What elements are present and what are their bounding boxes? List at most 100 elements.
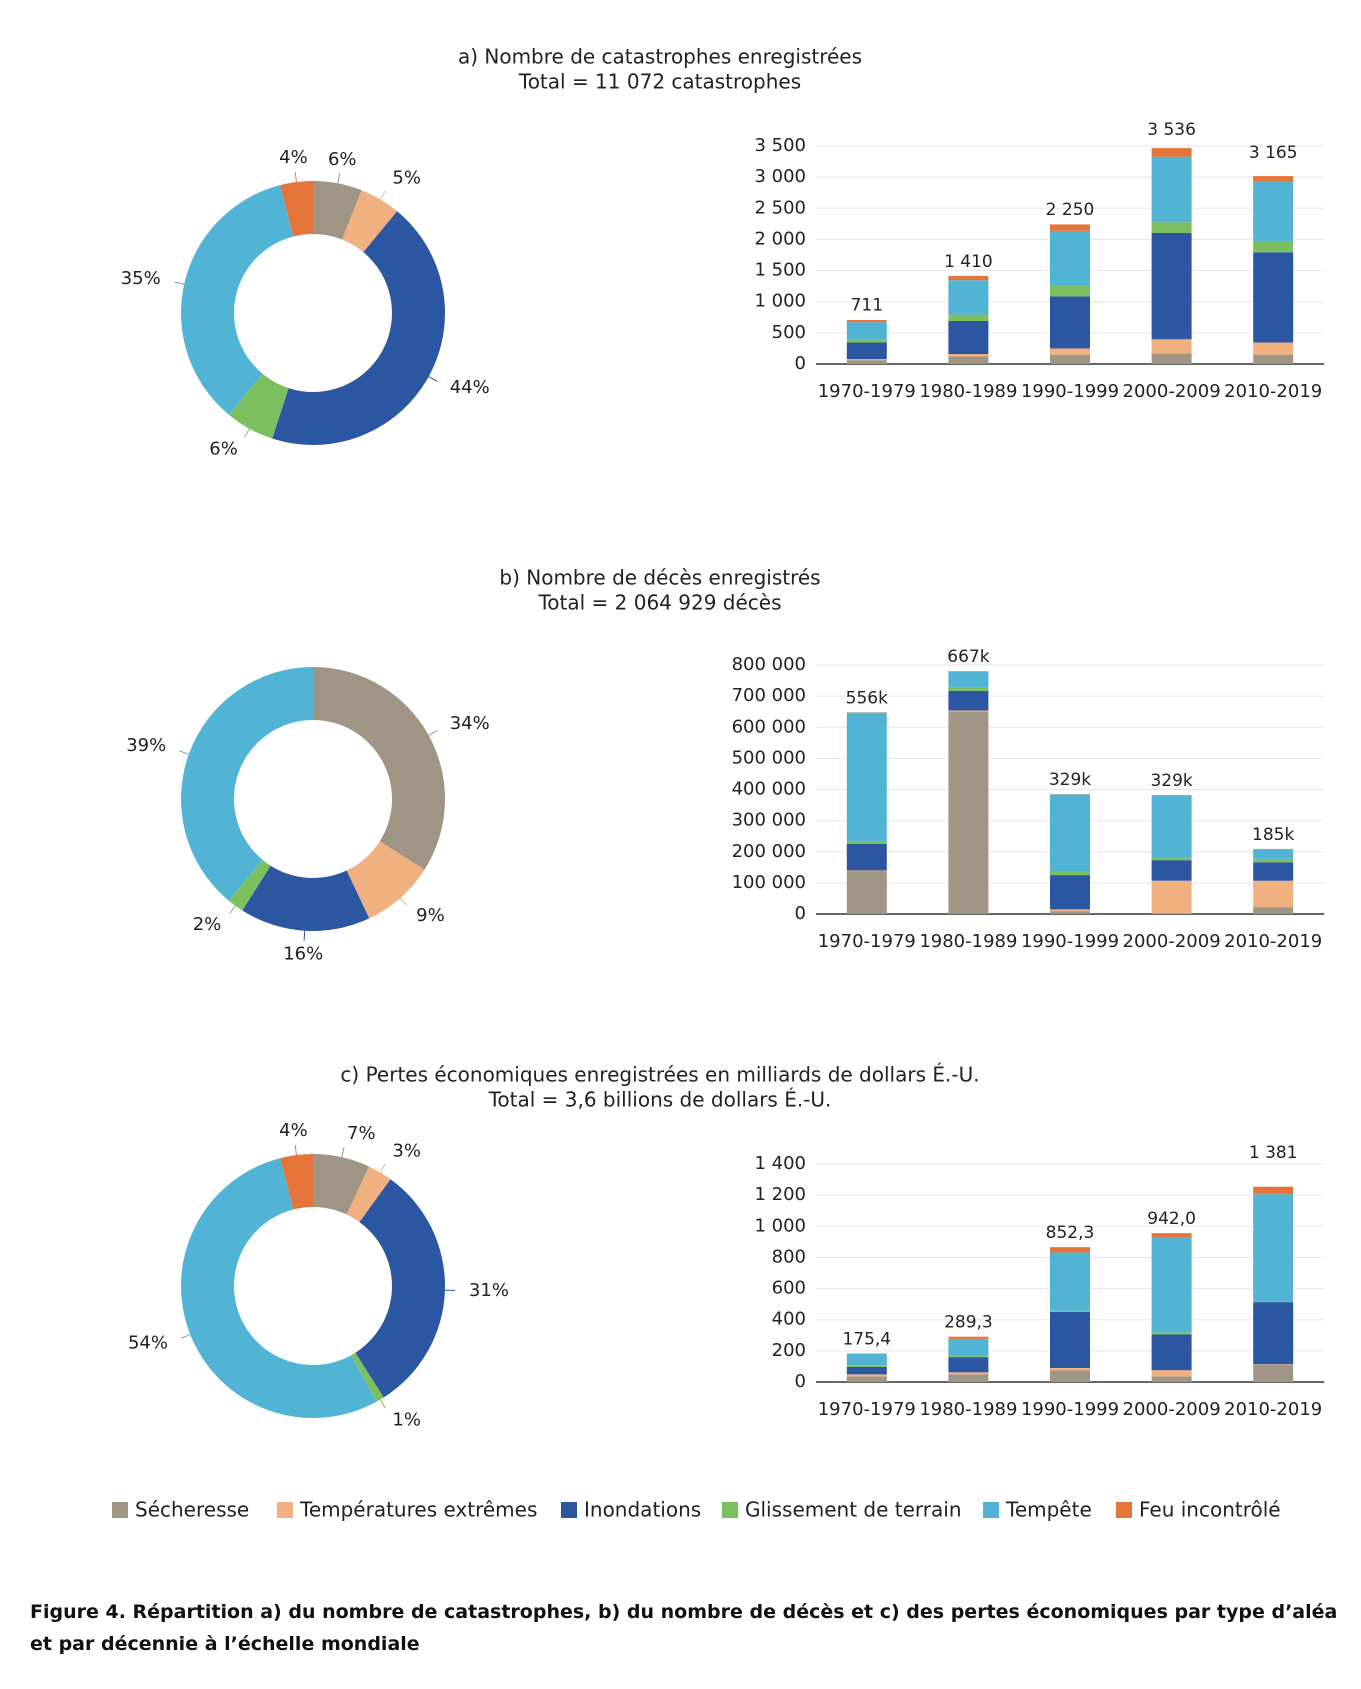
donut-segment xyxy=(242,865,370,931)
legend-label: Inondations xyxy=(584,1498,701,1522)
data-label: 44% xyxy=(450,377,490,398)
donut-segment xyxy=(313,181,362,240)
leader-line xyxy=(174,281,185,285)
total-label: 3 536 xyxy=(1147,120,1196,140)
total-label: 1 410 xyxy=(944,252,993,272)
donut-segment xyxy=(181,185,294,415)
bar-segment xyxy=(948,671,989,688)
bar-segment xyxy=(1253,880,1294,908)
bar-segment xyxy=(846,712,887,841)
data-label: 3% xyxy=(392,1141,421,1162)
bar-segment xyxy=(1151,148,1192,157)
bar-segment xyxy=(1050,871,1090,876)
figure: a) Nombre de catastrophes enregistrées To… xyxy=(112,45,1324,1522)
bar-segment xyxy=(846,1374,887,1377)
chart-subtitle: Total = 2 064 929 décès xyxy=(537,591,781,615)
y-tick-label: 500 000 xyxy=(732,747,806,768)
y-tick-label: 1 000 xyxy=(754,291,806,312)
chart-title: a) Nombre de catastrophes enregistrées xyxy=(458,45,862,69)
bar-segment xyxy=(846,342,887,360)
x-tick-label: 1990-1999 xyxy=(1021,1399,1119,1420)
donut-segment xyxy=(181,1158,377,1418)
legend-label: Températures extrêmes xyxy=(299,1498,537,1522)
leader-line xyxy=(294,172,297,183)
bar-segment xyxy=(948,314,989,322)
bar-segment xyxy=(948,356,989,364)
y-tick-label: 800 000 xyxy=(732,654,806,675)
y-tick-label: 200 xyxy=(772,1340,806,1361)
chart-title: b) Nombre de décès enregistrés xyxy=(499,566,820,590)
donut-segment xyxy=(346,841,425,919)
y-tick-label: 3 500 xyxy=(754,135,806,156)
bar-segment xyxy=(1151,880,1192,914)
y-tick-label: 500 xyxy=(772,322,806,343)
y-tick-label: 3 000 xyxy=(754,166,806,187)
total-label: 329k xyxy=(1150,771,1192,791)
bar-segment xyxy=(1151,222,1192,234)
bar-segment xyxy=(846,320,887,323)
bar-segment xyxy=(1050,230,1090,286)
leader-line xyxy=(244,428,250,438)
leader-line xyxy=(341,1147,345,1158)
caption: Figure 4. Répartition a) du nombre de ca… xyxy=(30,1601,1338,1655)
bar-segment xyxy=(846,870,887,872)
y-tick-label: 100 000 xyxy=(732,872,806,893)
leader-line xyxy=(294,1145,297,1156)
total-label: 852,3 xyxy=(1046,1223,1095,1243)
bar-segment xyxy=(948,1336,989,1339)
bar-segment xyxy=(1050,1367,1090,1371)
donut-segment xyxy=(313,667,445,870)
bar-segment xyxy=(1253,862,1294,881)
data-label: 4% xyxy=(279,1120,308,1141)
x-tick-label: 2010-2019 xyxy=(1224,1399,1322,1420)
total-label: 289,3 xyxy=(944,1313,993,1333)
data-label: 54% xyxy=(128,1332,168,1353)
bar-segment xyxy=(948,687,989,691)
legend-swatch xyxy=(277,1502,293,1518)
bar-segment xyxy=(1050,1247,1090,1253)
total-label: 2 250 xyxy=(1046,200,1095,220)
bar-segment xyxy=(1253,1364,1294,1382)
bar-segment xyxy=(1253,907,1294,914)
bar-segment xyxy=(846,1366,887,1375)
x-tick-label: 2000-2009 xyxy=(1123,381,1221,402)
y-tick-label: 1 200 xyxy=(754,1184,806,1205)
data-label: 34% xyxy=(450,713,490,734)
donut-segment xyxy=(351,1352,384,1402)
leader-line xyxy=(379,1399,386,1409)
leader-line xyxy=(379,190,386,200)
bar-segment xyxy=(1253,1301,1294,1303)
bar-segment xyxy=(1253,1302,1294,1365)
bar-segment xyxy=(948,1338,989,1357)
y-tick-label: 1 000 xyxy=(754,1215,806,1236)
bar-segment xyxy=(948,1357,989,1373)
donut-segment xyxy=(342,190,398,253)
bar-segment xyxy=(1151,339,1192,354)
bar-segment xyxy=(948,690,989,711)
x-tick-label: 1970-1979 xyxy=(818,381,916,402)
x-tick-label: 2010-2019 xyxy=(1224,381,1322,402)
bar-segment xyxy=(1050,1311,1090,1368)
total-label: 556k xyxy=(846,688,888,708)
donut-segment xyxy=(355,1179,446,1398)
data-label: 35% xyxy=(121,268,161,289)
bar-segment xyxy=(1151,795,1192,858)
bar-segment xyxy=(1151,1233,1192,1238)
bar-segment xyxy=(846,1353,887,1366)
total-label: 175,4 xyxy=(842,1330,891,1350)
y-tick-label: 600 000 xyxy=(732,716,806,737)
y-tick-label: 2 000 xyxy=(754,228,806,249)
y-tick-label: 0 xyxy=(795,353,806,374)
chart-title: c) Pertes économiques enregistrées en mi… xyxy=(340,1063,979,1087)
bar-segment xyxy=(1253,858,1294,863)
bar-segment xyxy=(846,871,887,914)
x-tick-label: 2000-2009 xyxy=(1123,1399,1221,1420)
donut-segment xyxy=(180,667,313,901)
bar-segment xyxy=(846,322,887,340)
total-label: 185k xyxy=(1252,825,1294,845)
bar-segment xyxy=(1151,353,1192,364)
data-label: 1% xyxy=(392,1409,421,1430)
total-label: 942,0 xyxy=(1147,1209,1196,1229)
leader-line xyxy=(229,905,236,915)
donut-segment xyxy=(272,211,446,445)
